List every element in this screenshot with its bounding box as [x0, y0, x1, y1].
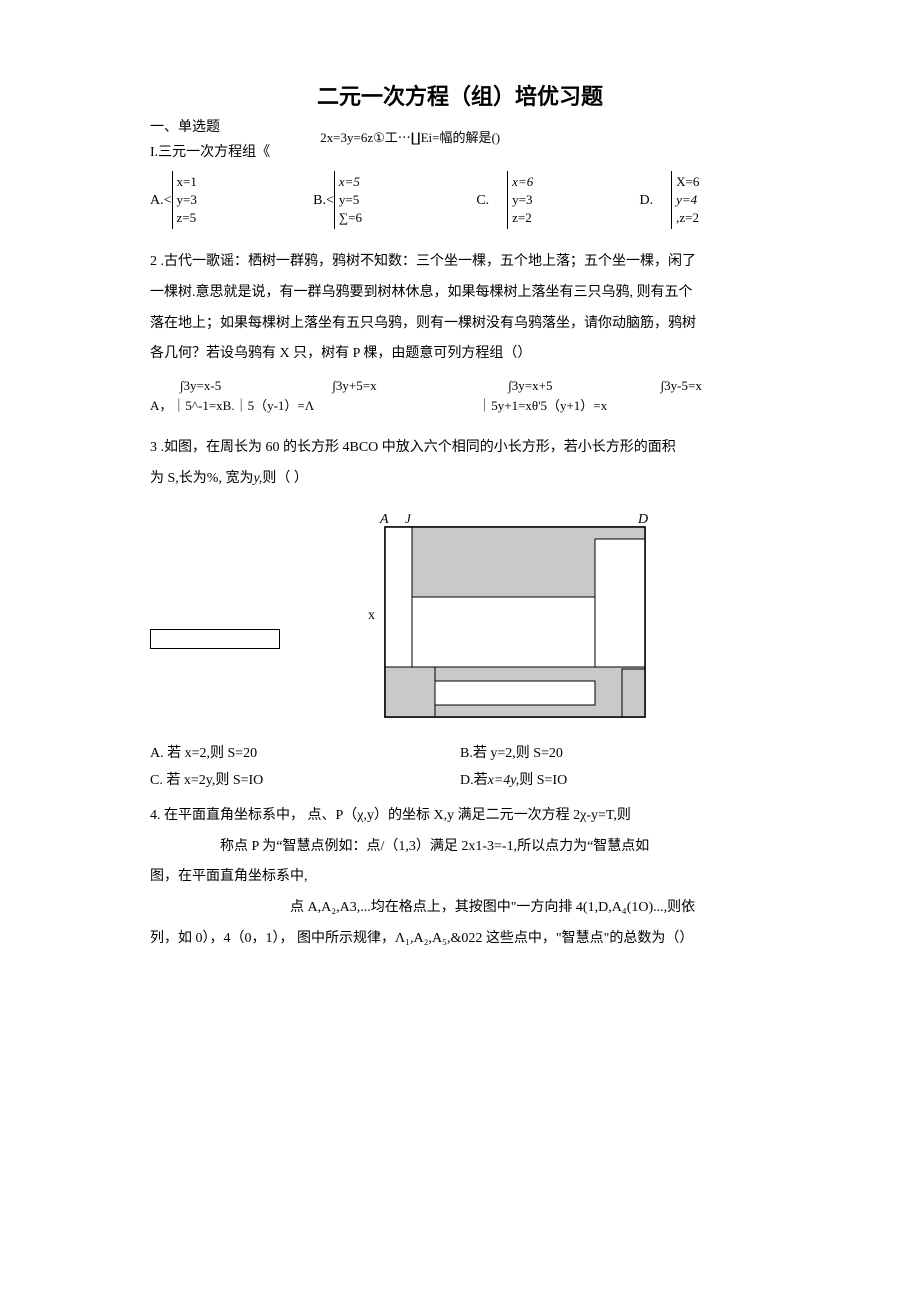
q4-line: 列，如 0），4（0，1）， 图中所示规律，Λ₁,A₂,A₅,&022 这些点中… — [150, 924, 770, 955]
eq-line: x=1 — [177, 173, 197, 191]
brace-icon — [334, 171, 335, 229]
eq-line: ∑=6 — [339, 209, 362, 227]
svg-text:D: D — [637, 512, 648, 527]
q4-line: 称点 P 为“智慧点例如：点/（1,3）满足 2x1-3=-1,所以点力为“智慧… — [150, 832, 770, 863]
q2-line: 各几何？若设乌鸦有 X 只，树有 P 棵，由题意可列方程组（） — [150, 339, 770, 370]
eq-line: ∫3y=x-5 — [150, 376, 332, 396]
q3-diagram: A J D x — [350, 509, 670, 729]
eq-line: y=4 — [676, 191, 699, 209]
q3-line: 3 .如图，在周长为 60 的长方形 4BCO 中放入六个相同的小长方形，若小长… — [150, 433, 770, 464]
eq-line: ｜5y+1=xθ'5（y+1）=x — [478, 396, 660, 416]
svg-text:A: A — [379, 512, 389, 527]
eq-line: z=2 — [512, 209, 533, 227]
q3-opt-c: C. 若 x=2y,则 S=IO — [150, 770, 460, 791]
opt-letter: D. — [639, 190, 653, 211]
svg-text:J: J — [405, 511, 412, 526]
brace-values: X=6 y=4 ,z=2 — [676, 173, 699, 228]
q2-options: ∫3y=x-5 A，｜5^-1=xB.｜5（y-1）=Λ ∫3y+5=x ∫3y… — [150, 376, 770, 415]
q1-options: A.< x=1 y=3 z=5 B.< x=5 y=5 ∑=6 C. x=6 y… — [150, 171, 770, 229]
q4-line: 点 A,A₂,A3,...均在格点上，其按图中"一方向排 4(1,D,A₄(1O… — [150, 893, 770, 924]
brace-values: x=5 y=5 ∑=6 — [339, 173, 362, 228]
q3-line: 为 S,长为%, 宽为y,则（ ） — [150, 464, 770, 495]
opt-letter: A.< — [150, 190, 172, 211]
eq-line: x=6 — [512, 173, 533, 191]
text: 为 S,长为%, 宽为 — [150, 471, 253, 486]
q2-opt-d: ∫3y-5=x — [661, 376, 770, 415]
brace-icon — [172, 171, 173, 229]
q1-stem-left: I.三元一次方程组《 — [150, 142, 270, 163]
eq-line: z=5 — [177, 209, 197, 227]
eq-line: x=5 — [339, 173, 362, 191]
text: 则（ ） — [262, 471, 308, 486]
eq-line: ∫3y=x+5 — [478, 376, 660, 396]
eq-line: ,z=2 — [676, 209, 699, 227]
eq-line: ∫3y+5=x — [332, 376, 478, 396]
opt-letter: C. — [476, 190, 489, 211]
q2-line: 落在地上；如果每棵树上落坐有五只乌鸦，则有一棵树没有乌鸦落坐，请你动脑筋，鸦树 — [150, 309, 770, 340]
rectangle-diagram-svg: A J D x — [350, 509, 670, 729]
svg-text:x: x — [368, 608, 375, 623]
opt-letter: B.< — [313, 190, 334, 211]
eq-line: y=3 — [512, 191, 533, 209]
q2-line: 2 .古代一歌谣：栖树一群鸦，鸦树不知数：三个坐一棵，五个地上落；五个坐一棵，闲… — [150, 247, 770, 278]
text: 则 S=IO — [519, 773, 567, 788]
q3-opt-d: D.若x=4y,则 S=IO — [460, 770, 770, 791]
q1-stem-right: 2x=3y=6z①工⋯∐Ei=幅的解是() — [320, 128, 500, 148]
q1-opt-d: D. X=6 y=4 ,z=2 — [639, 171, 770, 229]
q2-block: 2 .古代一歌谣：栖树一群鸦，鸦树不知数：三个坐一棵，五个地上落；五个坐一棵，闲… — [150, 247, 770, 370]
q3-figure-row: A J D x — [150, 509, 770, 729]
text: D.若 — [460, 773, 488, 788]
brace-values: x=1 y=3 z=5 — [177, 173, 197, 228]
q1-stem: I.三元一次方程组《 2x=3y=6z①工⋯∐Ei=幅的解是() — [150, 142, 770, 163]
q1-opt-a: A.< x=1 y=3 z=5 — [150, 171, 313, 229]
q1-opt-b: B.< x=5 y=5 ∑=6 — [313, 171, 476, 229]
q4-line: 图，在平面直角坐标系中, — [150, 862, 770, 893]
text: x=4y, — [488, 773, 520, 788]
q3-options: A. 若 x=2,则 S=20 B.若 y=2,则 S=20 C. 若 x=2y… — [150, 743, 770, 791]
eq-line: A，｜5^-1=xB.｜5（y-1）=Λ — [150, 396, 332, 416]
eq-line: y=3 — [177, 191, 197, 209]
q1-opt-c: C. x=6 y=3 z=2 — [476, 171, 639, 229]
q4-block: 4. 在平面直角坐标系中， 点、P（χ,y）的坐标 X,y 满足二元一次方程 2… — [150, 801, 770, 955]
q2-opt-a: ∫3y=x-5 A，｜5^-1=xB.｜5（y-1）=Λ — [150, 376, 332, 415]
brace-values: x=6 y=3 z=2 — [512, 173, 533, 228]
small-rectangle-icon — [150, 629, 280, 649]
eq-line: ∫3y-5=x — [661, 376, 770, 396]
eq-line: y=5 — [339, 191, 362, 209]
q3-block: 3 .如图，在周长为 60 的长方形 4BCO 中放入六个相同的小长方形，若小长… — [150, 433, 770, 495]
q2-line: 一棵树.意思就是说，有一群乌鸦要到树林休息，如果每棵树上落坐有三只乌鸦, 则有五… — [150, 278, 770, 309]
eq-line: X=6 — [676, 173, 699, 191]
q3-opt-b: B.若 y=2,则 S=20 — [460, 743, 770, 764]
q2-opt-c: ∫3y=x+5 ｜5y+1=xθ'5（y+1）=x — [478, 376, 660, 415]
q2-opt-b: ∫3y+5=x — [332, 376, 478, 415]
brace-icon — [507, 171, 508, 229]
q3-opt-a: A. 若 x=2,则 S=20 — [150, 743, 460, 764]
page-title: 二元一次方程（组）培优习题 — [150, 80, 770, 113]
q4-line: 4. 在平面直角坐标系中， 点、P（χ,y）的坐标 X,y 满足二元一次方程 2… — [150, 801, 770, 832]
brace-icon — [671, 171, 672, 229]
